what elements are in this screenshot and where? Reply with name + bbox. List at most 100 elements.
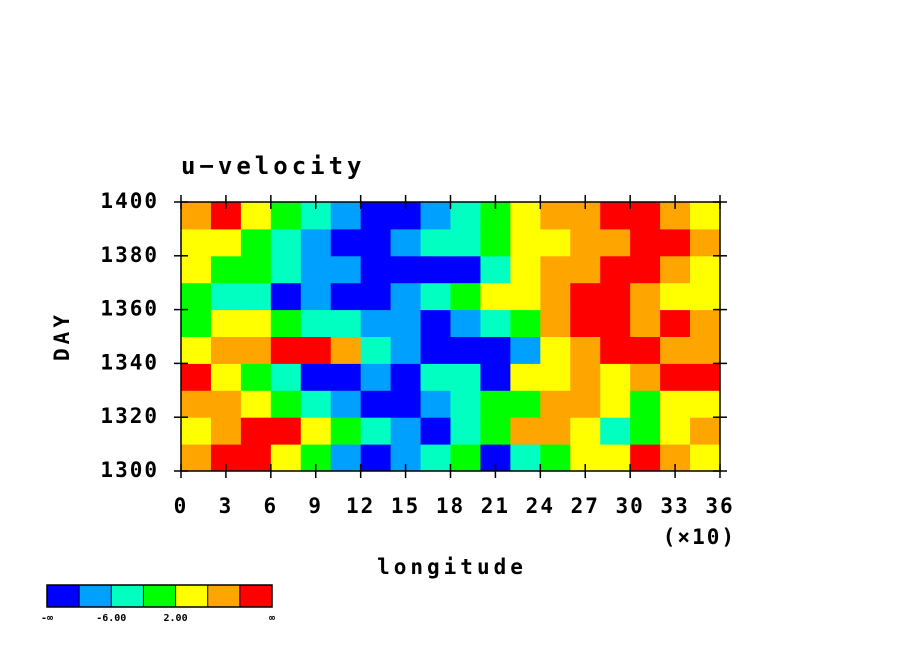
field-cell bbox=[600, 309, 631, 337]
x-tick-label: 9 bbox=[308, 494, 323, 518]
x-tick-label: 12 bbox=[346, 494, 375, 518]
field-cell bbox=[270, 363, 302, 391]
field-cell bbox=[450, 282, 481, 311]
field-cell bbox=[210, 228, 242, 257]
field-cell bbox=[510, 309, 541, 337]
field-cell bbox=[540, 336, 571, 364]
field-cell bbox=[510, 444, 541, 472]
field-cell bbox=[240, 309, 272, 337]
field-cell bbox=[630, 444, 661, 472]
field-cell bbox=[660, 417, 691, 445]
field-cell bbox=[540, 417, 571, 445]
field-cell bbox=[690, 282, 721, 311]
field-cell bbox=[540, 228, 571, 257]
field-cell bbox=[181, 255, 212, 284]
field-cell bbox=[270, 228, 302, 257]
field-cell bbox=[660, 228, 691, 257]
field-cell bbox=[210, 363, 242, 391]
field-cell bbox=[240, 255, 272, 284]
field-cell bbox=[630, 255, 661, 284]
field-cell bbox=[630, 336, 661, 364]
field-cell bbox=[570, 255, 601, 284]
field-cell bbox=[570, 282, 601, 311]
field-cell bbox=[330, 444, 362, 472]
colorbar-swatch bbox=[175, 585, 209, 607]
field-cell bbox=[540, 390, 571, 418]
field-cell bbox=[270, 336, 302, 364]
colorbar-swatch bbox=[79, 585, 112, 607]
field-cell bbox=[420, 309, 451, 337]
field-cell bbox=[181, 390, 212, 418]
x-tick-label: 30 bbox=[616, 494, 645, 518]
field-cell bbox=[420, 417, 451, 445]
field-cell bbox=[330, 202, 362, 230]
field-cell bbox=[181, 228, 212, 257]
field-cell bbox=[240, 282, 272, 311]
x-tick-label: 18 bbox=[436, 494, 465, 518]
field-cell bbox=[300, 390, 332, 418]
x-tick-label: 3 bbox=[219, 494, 234, 518]
x-tick-label: 15 bbox=[391, 494, 420, 518]
field-cell bbox=[300, 309, 332, 337]
field-cell bbox=[420, 363, 451, 391]
field-cell bbox=[240, 336, 272, 364]
colorbar-frame bbox=[46, 584, 273, 608]
field-cell bbox=[270, 444, 302, 472]
field-cell bbox=[300, 336, 332, 364]
colorbar-swatch bbox=[143, 585, 176, 607]
field-cell bbox=[390, 309, 422, 337]
field-cell bbox=[240, 390, 272, 418]
field-cell bbox=[330, 228, 362, 257]
field-cell bbox=[330, 390, 362, 418]
field-cell bbox=[360, 282, 392, 311]
field-cell bbox=[570, 228, 601, 257]
field-cell bbox=[660, 336, 691, 364]
field-cell bbox=[330, 363, 362, 391]
field-cell bbox=[450, 255, 481, 284]
field-cell bbox=[510, 228, 541, 257]
field-cell bbox=[270, 202, 302, 230]
field-cell bbox=[540, 202, 571, 230]
field-cell bbox=[600, 202, 631, 230]
field-cell bbox=[540, 444, 571, 472]
field-cell bbox=[510, 417, 541, 445]
field-cell bbox=[480, 390, 511, 418]
x-tick-label: 36 bbox=[705, 494, 734, 518]
field-cell bbox=[360, 309, 392, 337]
field-cell bbox=[570, 417, 601, 445]
field-cell bbox=[360, 444, 392, 472]
field-cell bbox=[480, 282, 511, 311]
y-tick-label: 1380 bbox=[100, 243, 159, 267]
field-cell bbox=[480, 255, 511, 284]
field-cell bbox=[270, 255, 302, 284]
field-cell bbox=[270, 309, 302, 337]
field-cell bbox=[240, 228, 272, 257]
field-cell bbox=[450, 228, 481, 257]
field-cell bbox=[210, 255, 242, 284]
field-cell bbox=[630, 417, 661, 445]
field-cell bbox=[630, 228, 661, 257]
field-cell bbox=[300, 228, 332, 257]
field-cell bbox=[181, 202, 212, 230]
field-cell bbox=[270, 390, 302, 418]
field-cell bbox=[480, 309, 511, 337]
field-cell bbox=[630, 202, 661, 230]
field-cell bbox=[540, 363, 571, 391]
field-cell bbox=[450, 202, 481, 230]
field-cell bbox=[660, 363, 691, 391]
field-cell bbox=[300, 255, 332, 284]
field-cell bbox=[360, 255, 392, 284]
field-cell bbox=[570, 363, 601, 391]
field-cell bbox=[181, 363, 212, 391]
field-cell bbox=[360, 336, 392, 364]
colorbar-label: 2.00 bbox=[164, 613, 188, 624]
field-cell bbox=[630, 390, 661, 418]
field-cell bbox=[420, 202, 451, 230]
field-cell bbox=[690, 444, 721, 472]
field-cell bbox=[450, 390, 481, 418]
field-cell bbox=[600, 363, 631, 391]
field-cell bbox=[240, 417, 272, 445]
field-cell bbox=[420, 228, 451, 257]
field-cell bbox=[330, 309, 362, 337]
field-cell bbox=[360, 202, 392, 230]
